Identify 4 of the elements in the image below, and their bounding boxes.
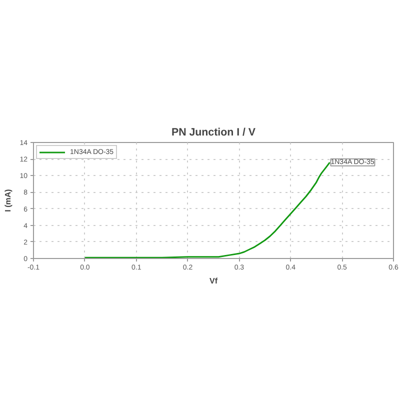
- chart-title: PN Junction I / V: [171, 126, 256, 138]
- y-axis-title: I (mA): [4, 188, 13, 212]
- x-axis-title: Vf: [210, 276, 218, 286]
- line-series: [84, 162, 330, 258]
